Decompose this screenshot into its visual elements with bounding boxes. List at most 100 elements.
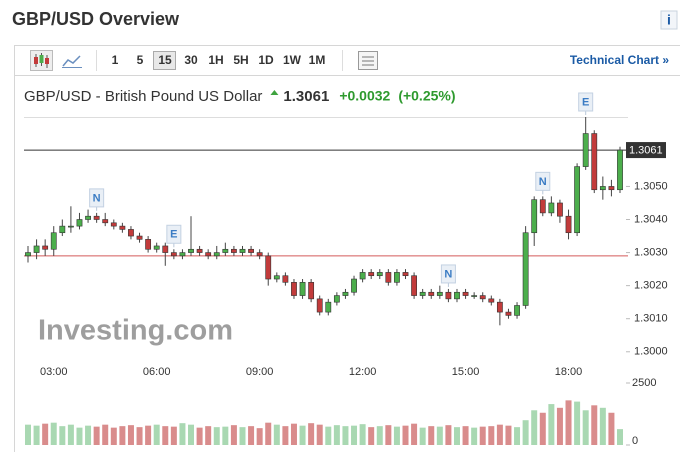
candle-body — [213, 252, 220, 257]
candle-icon — [34, 53, 49, 68]
event-flag-label[interactable]: E — [582, 96, 589, 108]
volume-bar — [411, 423, 418, 445]
candle-body — [308, 282, 315, 300]
candle-body — [522, 232, 529, 306]
candle-body — [582, 133, 589, 167]
volume-bar — [25, 424, 31, 445]
volume-bar — [376, 426, 383, 445]
y-tick-label: 1.3000 — [634, 346, 668, 358]
volume-bar — [162, 426, 169, 445]
volume-bar — [222, 426, 229, 445]
candle-body — [42, 245, 49, 250]
event-flag[interactable] — [440, 264, 456, 284]
candle-body — [531, 199, 538, 234]
candle-body — [179, 252, 186, 257]
volume-bar — [368, 427, 375, 445]
volume-bar — [248, 426, 255, 445]
candle-body — [419, 291, 426, 296]
event-flag[interactable] — [535, 171, 551, 191]
x-tick-label: 15:00 — [452, 366, 480, 378]
event-flag-label[interactable]: N — [93, 192, 101, 204]
volume-bar — [33, 425, 40, 445]
volume-bar — [462, 426, 469, 445]
candle-body — [67, 225, 74, 228]
candle-body — [162, 245, 169, 253]
volume-bar — [479, 426, 486, 445]
x-tick-label: 09:00 — [246, 366, 274, 378]
volume-bar — [42, 423, 49, 445]
volume-bar — [608, 412, 615, 445]
volume-bar — [522, 420, 529, 445]
line-chart-button[interactable] — [62, 55, 81, 67]
candle-body — [539, 199, 546, 214]
volume-bar — [282, 426, 289, 445]
candle-body — [565, 215, 572, 234]
candle-body — [265, 255, 272, 280]
y-tick-label: 1.3050 — [634, 180, 668, 192]
event-flag-label[interactable]: N — [444, 268, 452, 280]
candle-body — [471, 295, 478, 297]
event-flag[interactable] — [578, 92, 594, 112]
volume-bar — [574, 401, 581, 445]
volume-bar — [539, 412, 546, 445]
volume-bar — [153, 424, 160, 445]
candle-body — [557, 202, 563, 217]
volume-bar — [599, 407, 606, 445]
interval-button[interactable]: 1M — [309, 53, 326, 67]
candle-body — [359, 272, 366, 280]
price-tag — [626, 142, 666, 159]
x-tick-label: 03:00 — [40, 366, 68, 378]
interval-button[interactable]: 1D — [258, 53, 274, 67]
candle-body — [454, 291, 460, 300]
candle-body — [59, 225, 66, 234]
technical-chart-link[interactable]: Technical Chart » — [570, 53, 669, 67]
candle-body — [239, 248, 246, 253]
volume-bar — [299, 425, 306, 445]
candle-body — [256, 252, 263, 257]
volume-bar — [50, 422, 57, 445]
page-title: GBP/USD Overview — [12, 9, 180, 29]
up-arrow — [270, 90, 279, 95]
candle-body — [496, 301, 503, 313]
volume-bar — [256, 428, 263, 445]
volume-bar — [145, 425, 152, 445]
interval-button[interactable]: 5 — [137, 53, 144, 67]
candle-body — [608, 186, 615, 191]
volume-bar — [188, 424, 195, 445]
candle-body — [136, 235, 143, 240]
candle-body — [411, 275, 417, 296]
candle-body — [205, 252, 212, 257]
volume-bar — [273, 424, 280, 445]
interval-button[interactable]: 15 — [158, 53, 172, 67]
interval-active[interactable] — [153, 51, 176, 70]
volume-bar — [102, 424, 109, 445]
event-flag-label[interactable]: N — [539, 176, 547, 188]
event-flag-label[interactable]: E — [170, 229, 177, 241]
candle-body — [273, 275, 280, 280]
volume-bar — [582, 410, 589, 445]
volume-bar — [119, 426, 126, 445]
candle-body — [85, 215, 91, 220]
candle-body — [25, 252, 31, 257]
event-flag[interactable] — [89, 188, 105, 208]
volume-bar — [205, 426, 212, 445]
candle-body — [488, 298, 495, 303]
volume-bar — [428, 426, 435, 445]
info-button[interactable] — [660, 10, 678, 30]
interval-button[interactable]: 1H — [208, 53, 223, 67]
quote-change: +0.0032 — [339, 88, 390, 104]
event-flag[interactable] — [166, 224, 182, 244]
interval-button[interactable]: 1 — [112, 53, 119, 67]
candle-body — [368, 272, 375, 277]
y-tick-label: 1.3020 — [634, 280, 668, 292]
interval-button[interactable]: 1W — [283, 53, 302, 67]
volume-bar — [436, 426, 443, 445]
info-icon[interactable]: i — [667, 12, 671, 28]
volume-bar — [591, 405, 598, 445]
volume-bar — [333, 425, 340, 445]
interval-button[interactable]: 30 — [184, 53, 198, 67]
interval-button[interactable]: 5H — [233, 53, 248, 67]
quote-name: GBP/USD - British Pound US Dollar — [24, 88, 262, 105]
